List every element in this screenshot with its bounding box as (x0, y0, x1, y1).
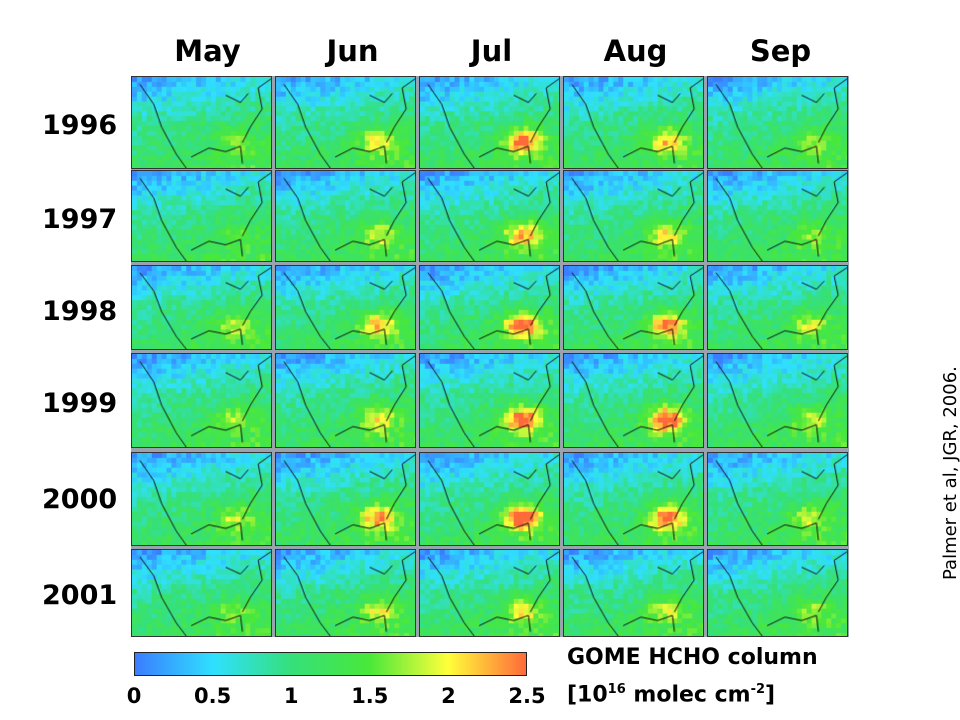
map-row-1999 (131, 353, 849, 448)
year-label-2000: 2000 (42, 484, 118, 515)
map-panel-1997-jul (419, 170, 560, 262)
colorbar-gradient (134, 652, 527, 676)
hcho-map-image (564, 453, 703, 545)
map-panel-2001-jun (275, 549, 416, 637)
hcho-map-image (420, 77, 559, 168)
hcho-map-image (132, 171, 271, 261)
hcho-map-image (276, 550, 415, 636)
year-label-1999: 1999 (42, 388, 118, 419)
map-panel-2001-jul (419, 549, 560, 637)
colorbar-tick-label: 2 (441, 684, 456, 708)
colorbar-tick-label: 2.5 (508, 684, 546, 708)
map-panel-1998-jun (275, 265, 416, 350)
colorbar-tick-label: 1 (283, 684, 299, 708)
map-panel-1999-sep (707, 353, 848, 448)
hcho-map-image (708, 171, 847, 261)
hcho-map-image (276, 453, 415, 545)
hcho-map-image (708, 266, 847, 349)
hcho-map-image (132, 453, 271, 545)
hcho-map-image (132, 550, 271, 636)
hcho-map-image (564, 550, 703, 636)
map-panel-1998-sep (707, 265, 848, 350)
colorbar-tick-label: 1.5 (351, 684, 389, 708)
map-row-2000 (131, 452, 849, 546)
colorbar-tick-label: 0.5 (193, 684, 232, 708)
map-panel-2001-sep (707, 549, 848, 637)
month-label-may: May (174, 34, 241, 68)
hcho-map-image (132, 77, 271, 168)
year-label-1997: 1997 (42, 204, 118, 235)
map-panel-1997-sep (707, 170, 848, 262)
colorbar-unit: [1016 molec cm-2] (567, 682, 776, 708)
map-panel-1996-jun (275, 76, 416, 169)
hcho-map-image (276, 77, 415, 168)
map-panel-2000-jul (419, 452, 560, 546)
year-label-1998: 1998 (42, 296, 118, 327)
hcho-map-image (708, 77, 847, 168)
map-panel-2001-may (131, 549, 272, 637)
year-label-2001: 2001 (42, 580, 118, 611)
hcho-map-image (420, 354, 559, 447)
month-label-jun: Jun (326, 34, 379, 68)
map-row-1998 (131, 265, 849, 350)
map-panel-1997-may (131, 170, 272, 262)
colorbar (134, 652, 527, 676)
map-panel-1998-aug (563, 265, 704, 350)
hcho-map-image (132, 354, 271, 447)
hcho-map-image (708, 453, 847, 545)
map-panel-2000-may (131, 452, 272, 546)
month-label-sep: Sep (749, 34, 812, 68)
citation-text: Palmer et al, JGR, 2006. (940, 366, 960, 580)
hcho-map-image (276, 354, 415, 447)
hcho-map-image (420, 453, 559, 545)
hcho-map-image (708, 354, 847, 447)
year-label-1996: 1996 (42, 110, 118, 141)
map-panel-1997-jun (275, 170, 416, 262)
map-panel-1999-may (131, 353, 272, 448)
map-panel-2000-jun (275, 452, 416, 546)
month-label-jul: Jul (470, 34, 513, 68)
map-panel-2001-aug (563, 549, 704, 637)
hcho-map-image (564, 77, 703, 168)
map-panel-1996-may (131, 76, 272, 169)
map-row-1997 (131, 170, 849, 262)
colorbar-title: GOME HCHO column (567, 645, 818, 670)
hcho-map-image (132, 266, 271, 349)
map-grid (131, 76, 849, 637)
map-row-2001 (131, 549, 849, 637)
hcho-map-image (564, 171, 703, 261)
hcho-map-image (420, 266, 559, 349)
map-panel-1996-aug (563, 76, 704, 169)
hcho-map-image (276, 171, 415, 261)
hcho-map-image (420, 550, 559, 636)
map-panel-2000-sep (707, 452, 848, 546)
map-panel-2000-aug (563, 452, 704, 546)
hcho-map-image (276, 266, 415, 349)
map-panel-1999-jun (275, 353, 416, 448)
hcho-map-image (420, 171, 559, 261)
hcho-map-image (564, 354, 703, 447)
hcho-map-image (564, 266, 703, 349)
month-label-aug: Aug (603, 34, 668, 68)
hcho-map-image (708, 550, 847, 636)
map-panel-1996-sep (707, 76, 848, 169)
map-panel-1996-jul (419, 76, 560, 169)
colorbar-tick-label: 0 (126, 684, 142, 708)
map-panel-1997-aug (563, 170, 704, 262)
map-row-1996 (131, 76, 849, 169)
map-panel-1998-may (131, 265, 272, 350)
map-panel-1999-jul (419, 353, 560, 448)
map-panel-1999-aug (563, 353, 704, 448)
map-panel-1998-jul (419, 265, 560, 350)
